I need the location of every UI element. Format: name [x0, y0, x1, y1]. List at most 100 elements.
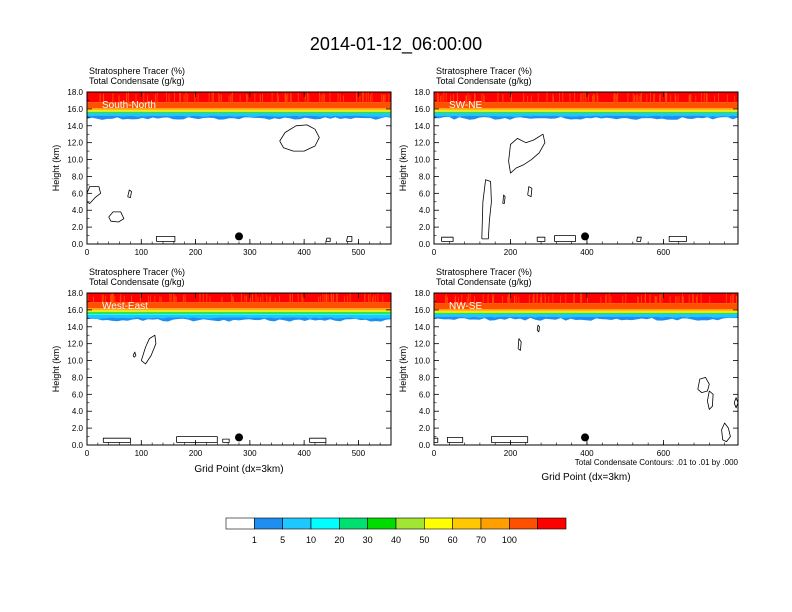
y-tick-label: 6.0: [419, 390, 431, 399]
condensate-contour: [668, 236, 687, 242]
tracer-band-1: [434, 309, 738, 311]
colorbar-swatch: [424, 517, 453, 530]
panel-header-condensate: Total Condensate (g/kg): [89, 277, 185, 287]
x-tick-label: 0: [85, 248, 90, 257]
panel-west-east: 0 100 200 300 400 500 0.0 2.0 4.0 6.0 8.0 10.0 12.0 1…: [51, 267, 392, 475]
y-axis-label: Height (km): [398, 145, 408, 192]
colorbar-label: 100: [502, 535, 517, 545]
condensate-contour: [434, 437, 439, 443]
plot-area: [87, 92, 391, 244]
x-tick-label: 600: [657, 449, 671, 458]
x-tick-label: 300: [243, 449, 257, 458]
colorbar-swatch: [339, 517, 368, 530]
tracer-band-3: [87, 310, 391, 312]
panel-title: West-East: [102, 301, 148, 312]
y-axis-label: Height (km): [51, 346, 61, 393]
condensate-contour: [527, 186, 533, 198]
tracer-band-1: [434, 108, 738, 110]
axes: 0 200 400 600 0.0 2.0 4.0 6.0 8.0 10.0 12.0 14.0 16.…: [414, 289, 738, 458]
condensate-contour: [176, 436, 218, 443]
condensate-contour: [554, 235, 576, 242]
tracer-band-4: [434, 111, 738, 113]
x-tick-label: 400: [297, 449, 311, 458]
tracer-band-2: [87, 309, 391, 311]
colorbar-label: 10: [306, 535, 316, 545]
x-axis-label: Grid Point (dx=3km): [541, 472, 630, 483]
colorbar-label: 20: [334, 535, 344, 545]
tracer-streaks: [434, 293, 738, 310]
tracer-band-2: [87, 109, 391, 111]
colorbar-swatch: [225, 517, 255, 530]
colorbar-label: 30: [363, 535, 373, 545]
panel-header-condensate: Total Condensate (g/kg): [436, 277, 532, 287]
colorbar-swatch: [282, 517, 312, 530]
y-tick-label: 10.0: [67, 156, 83, 165]
y-tick-label: 6.0: [72, 189, 84, 198]
colorbar-swatch: [452, 517, 482, 530]
y-tick-label: 4.0: [72, 407, 84, 416]
y-tick-label: 8.0: [72, 373, 84, 382]
y-tick-label: 0.0: [419, 240, 431, 249]
y-tick-label: 2.0: [419, 424, 431, 433]
panel-header-condensate: Total Condensate (g/kg): [89, 76, 185, 86]
x-tick-label: 500: [352, 449, 366, 458]
colorbar: 1 5 10 20 30 40 50 60 70 100: [225, 517, 567, 545]
tracer-band-5: [434, 313, 738, 315]
x-tick-label: 400: [580, 449, 594, 458]
y-tick-label: 16.0: [67, 306, 83, 315]
x-tick-label: 200: [189, 449, 203, 458]
colorbar-label: 5: [280, 535, 285, 545]
contour-footnote: Total Condensate Contours: .01 to .01 by…: [575, 458, 739, 467]
y-tick-label: 12.0: [67, 139, 83, 148]
condensate-contour: [87, 186, 101, 204]
panel-title: South-North: [102, 100, 156, 111]
y-axis-label: Height (km): [398, 346, 408, 393]
y-tick-label: 16.0: [414, 105, 430, 114]
y-tick-label: 6.0: [72, 390, 84, 399]
tracer-band-0: [434, 303, 738, 310]
y-axis-label: Height (km): [51, 145, 61, 192]
condensate-contour: [108, 211, 125, 223]
y-tick-label: 8.0: [419, 172, 431, 181]
y-tick-label: 14.0: [414, 122, 430, 131]
x-tick-label: 200: [504, 449, 518, 458]
y-tick-label: 10.0: [414, 156, 430, 165]
y-tick-label: 12.0: [414, 139, 430, 148]
x-tick-label: 200: [504, 248, 518, 257]
condensate-contour: [733, 397, 738, 409]
x-tick-label: 400: [580, 248, 594, 257]
tracer-band-3: [87, 110, 391, 112]
tracer-streaks: [87, 293, 384, 308]
x-axis-label: Grid Point (dx=3km): [194, 464, 283, 475]
panel-title: SW-NE: [449, 100, 482, 111]
tracer-band-4: [87, 111, 391, 113]
colorbar-label: 40: [391, 535, 401, 545]
panel-header-condensate: Total Condensate (g/kg): [436, 76, 532, 86]
panel-header-tracer: Stratosphere Tracer (%): [436, 66, 532, 76]
tracer-band-0: [87, 302, 391, 309]
colorbar-label: 70: [476, 535, 486, 545]
colorbar-swatch: [395, 517, 425, 530]
condensate-contour: [636, 236, 642, 242]
y-tick-label: 16.0: [414, 306, 430, 315]
panel-south-north: 0 100 200 300 400 500 0.0 2.0 4.0 6.0 8.0 10.0 12.0 1…: [51, 66, 392, 257]
tracer-band-5: [87, 112, 391, 114]
x-tick-label: 400: [297, 248, 311, 257]
colorbar-swatch: [480, 517, 510, 530]
tracer-streaks: [434, 92, 736, 108]
y-tick-label: 8.0: [419, 373, 431, 382]
tracer-band-3: [434, 311, 738, 313]
location-marker: [235, 433, 243, 442]
condensate-contour: [707, 390, 714, 410]
colorbar-swatch: [367, 517, 397, 530]
condensate-contour: [127, 189, 132, 198]
colorbar-swatch: [254, 517, 283, 530]
condensate-contour: [346, 236, 353, 242]
y-tick-label: 0.0: [72, 240, 84, 249]
tracer-band-0: [87, 102, 391, 109]
axes: 0 100 200 300 400 500 0.0 2.0 4.0 6.0 8.0 10.0 12.0 1…: [67, 289, 392, 458]
x-tick-label: 100: [135, 248, 149, 257]
panel-title: NW-SE: [449, 301, 482, 312]
tracer-band-1: [87, 308, 391, 310]
